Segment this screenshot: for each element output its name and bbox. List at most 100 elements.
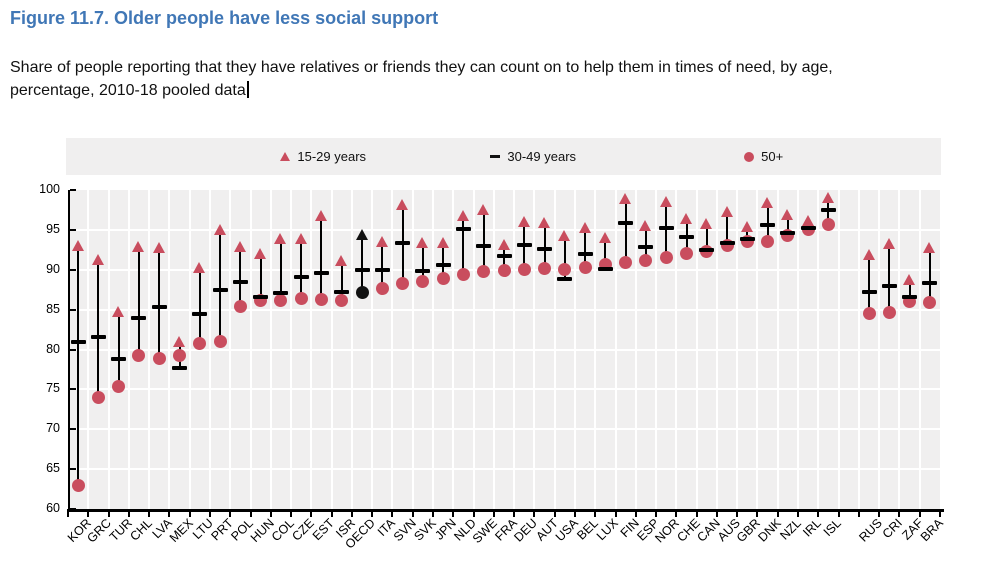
range-line-EST xyxy=(320,215,323,300)
marker-dash-FIN xyxy=(618,221,634,226)
gridline-vertical xyxy=(715,190,718,509)
marker-triangle-FIN xyxy=(619,193,632,205)
gridline-horizontal xyxy=(68,228,940,231)
marker-dash-GBR xyxy=(739,236,755,241)
y-axis-line xyxy=(68,190,70,512)
marker-circle-JPN xyxy=(436,272,450,286)
range-line-CHL xyxy=(137,246,140,356)
gridline-horizontal xyxy=(68,308,940,311)
marker-triangle-NOR xyxy=(659,196,672,208)
range-line-ZAF xyxy=(908,279,911,302)
marker-circle-ISL xyxy=(821,217,835,231)
gridline-vertical xyxy=(533,190,536,509)
range-line-BRA xyxy=(928,247,931,303)
x-axis-tick xyxy=(573,512,576,517)
marker-dash-IRL xyxy=(800,226,816,231)
marker-triangle-EST xyxy=(314,210,327,222)
gridline-vertical xyxy=(269,190,272,509)
marker-triangle-DNK xyxy=(761,197,774,209)
marker-circle-ISR xyxy=(335,293,349,307)
marker-triangle-CHL xyxy=(132,241,145,253)
marker-triangle-NLD xyxy=(456,210,469,222)
gridline-horizontal xyxy=(68,348,940,351)
gridline-vertical xyxy=(290,190,293,509)
legend-label: 15-29 years xyxy=(297,149,367,164)
marker-triangle-CAN xyxy=(700,217,713,229)
gridline-vertical xyxy=(229,190,232,509)
range-line-CAN xyxy=(705,223,708,252)
subtitle-line-1: Share of people reporting that they have… xyxy=(10,59,833,76)
x-axis-tick xyxy=(391,512,394,517)
marker-triangle-LVA xyxy=(152,241,165,253)
marker-triangle-USA xyxy=(558,229,571,241)
range-line-SVK xyxy=(421,242,424,282)
x-axis-tick xyxy=(776,512,779,517)
marker-dash-NZL xyxy=(780,231,796,236)
range-line-KOR xyxy=(77,245,80,486)
marker-circle-FIN xyxy=(619,256,633,270)
marker-dash-CAN xyxy=(699,247,715,252)
marker-circle-KOR xyxy=(71,478,85,492)
gridline-vertical xyxy=(310,190,313,509)
marker-triangle-SVN xyxy=(396,198,409,210)
marker-dash-MEX xyxy=(172,365,188,370)
gridline-horizontal xyxy=(68,428,940,431)
x-axis-tick xyxy=(208,512,211,517)
marker-triangle-ISL xyxy=(821,192,834,204)
x-axis-tick xyxy=(594,512,597,517)
gridline-vertical xyxy=(391,190,394,509)
gridline-vertical xyxy=(918,190,921,509)
range-line-GRC xyxy=(97,259,100,398)
x-axis-tick xyxy=(553,512,556,517)
x-axis-tick xyxy=(107,512,110,517)
gridline-vertical xyxy=(452,190,455,509)
marker-triangle-JPN xyxy=(436,237,449,249)
x-axis-tick xyxy=(675,512,678,517)
range-line-DNK xyxy=(766,202,769,242)
marker-dash-AUT xyxy=(537,247,553,251)
legend-item-50plus: 50+ xyxy=(744,138,783,175)
gridline-vertical xyxy=(330,190,333,509)
range-line-TUR xyxy=(117,311,120,387)
marker-dash-NOR xyxy=(658,226,674,231)
marker-dash-USA xyxy=(557,277,573,282)
gridline-vertical xyxy=(148,190,151,509)
marker-circle-ITA xyxy=(375,282,389,296)
y-axis-tick xyxy=(70,308,76,311)
x-axis-tick xyxy=(837,512,840,517)
range-line-NLD xyxy=(462,215,465,275)
marker-triangle-GBR xyxy=(740,221,753,233)
subtitle-line-2: percentage, 2010-18 pooled data xyxy=(10,82,246,99)
marker-triangle-HUN xyxy=(254,247,267,259)
marker-triangle-NZL xyxy=(781,209,794,221)
marker-circle-POL xyxy=(233,299,247,313)
gridline-vertical xyxy=(371,190,374,509)
marker-circle-MEX xyxy=(173,348,187,362)
marker-dash-OECD xyxy=(354,267,370,272)
gridline-vertical xyxy=(87,190,90,509)
marker-dash-CHE xyxy=(679,235,694,240)
y-axis-tick xyxy=(70,508,76,510)
marker-dash-PRT xyxy=(212,287,228,292)
marker-circle-NLD xyxy=(456,268,470,282)
marker-circle-NOR xyxy=(659,251,673,265)
x-axis-tick xyxy=(330,512,333,517)
text-cursor xyxy=(246,81,249,98)
x-axis-tick xyxy=(269,512,272,517)
legend-item-30-49: 30-49 years xyxy=(490,138,576,175)
x-axis-tick xyxy=(736,512,739,517)
marker-circle-FRA xyxy=(497,264,511,278)
gridline-vertical xyxy=(411,190,414,509)
dash-icon xyxy=(490,155,501,158)
circle-icon xyxy=(744,151,755,162)
marker-circle-DNK xyxy=(761,234,775,248)
marker-dash-GRC xyxy=(90,334,106,339)
x-axis-tick xyxy=(715,512,718,517)
gridline-vertical xyxy=(797,190,800,509)
x-axis-tick xyxy=(797,512,800,517)
marker-dash-ISL xyxy=(820,207,836,212)
marker-circle-ESP xyxy=(639,254,653,268)
marker-triangle-RUS xyxy=(862,249,875,261)
gridline-horizontal xyxy=(68,468,940,471)
marker-triangle-ISR xyxy=(335,254,348,266)
